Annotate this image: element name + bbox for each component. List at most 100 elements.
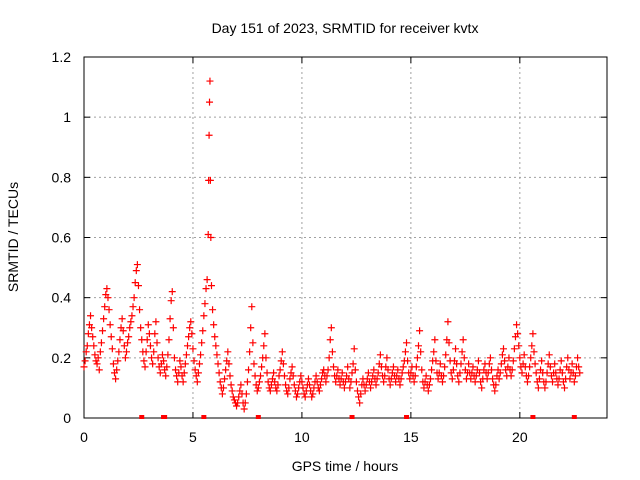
chart-title: Day 151 of 2023, SRMTID for receiver kvt… — [212, 20, 479, 36]
data-point — [318, 375, 326, 383]
y-tick-label: 0.4 — [52, 290, 72, 306]
data-point — [381, 372, 389, 380]
data-point — [207, 282, 215, 290]
data-point — [186, 324, 194, 332]
data-point — [182, 351, 190, 359]
data-point — [170, 354, 178, 362]
data-point — [106, 321, 114, 329]
data-point — [327, 324, 335, 332]
y-tick-label: 0 — [63, 410, 71, 426]
x-tick-label: 5 — [189, 429, 197, 445]
data-point — [153, 339, 161, 347]
data-point — [278, 348, 286, 356]
data-point — [515, 342, 523, 350]
data-point — [176, 357, 184, 365]
data-point — [426, 375, 434, 383]
data-point — [507, 372, 515, 380]
gap-marker — [255, 415, 261, 419]
data-point — [491, 387, 499, 395]
data-point — [198, 339, 206, 347]
data-point — [168, 288, 176, 296]
data-point — [113, 366, 121, 374]
data-point — [108, 345, 116, 353]
data-point — [455, 378, 463, 386]
data-point — [549, 378, 557, 386]
data-point — [561, 384, 569, 392]
data-point — [526, 363, 534, 371]
data-point — [330, 363, 338, 371]
data-point — [282, 381, 290, 389]
data-point — [362, 381, 370, 389]
data-point — [356, 399, 364, 407]
data-point — [361, 387, 369, 395]
data-point — [432, 357, 440, 365]
data-point — [301, 393, 309, 401]
data-point — [313, 378, 321, 386]
data-point — [185, 333, 193, 341]
data-point — [351, 366, 359, 374]
data-point — [190, 357, 198, 365]
data-point — [505, 354, 513, 362]
data-point — [242, 390, 250, 398]
data-point — [535, 375, 543, 383]
data-point — [434, 375, 442, 383]
data-point — [308, 393, 316, 401]
data-point — [424, 387, 432, 395]
data-point — [136, 306, 144, 314]
data-point — [542, 378, 550, 386]
data-point — [441, 363, 449, 371]
data-point — [334, 366, 342, 374]
data-point — [99, 327, 107, 335]
data-point — [213, 351, 221, 359]
gap-marker — [571, 415, 577, 419]
data-point — [262, 354, 270, 362]
data-point — [529, 330, 537, 338]
data-point — [415, 342, 423, 350]
data-point — [194, 369, 202, 377]
data-point — [323, 372, 331, 380]
data-point — [212, 342, 220, 350]
data-point — [476, 369, 484, 377]
data-point — [134, 282, 142, 290]
gap-marker — [139, 415, 145, 419]
data-point — [215, 369, 223, 377]
data-point — [87, 312, 95, 320]
data-point — [271, 378, 279, 386]
data-point — [130, 294, 138, 302]
data-point — [422, 372, 430, 380]
data-point — [120, 342, 128, 350]
data-point — [338, 369, 346, 377]
data-point — [357, 390, 365, 398]
data-point — [538, 357, 546, 365]
data-point — [289, 372, 297, 380]
data-point — [209, 306, 217, 314]
data-point — [401, 348, 409, 356]
data-point — [177, 363, 185, 371]
data-point — [206, 98, 214, 106]
data-point — [326, 336, 334, 344]
data-point — [389, 363, 397, 371]
data-point — [523, 378, 531, 386]
data-point — [328, 348, 336, 356]
y-tick-label: 0.6 — [52, 230, 72, 246]
data-point — [246, 348, 254, 356]
data-point — [410, 378, 418, 386]
data-point — [261, 330, 269, 338]
data-point — [467, 375, 475, 383]
data-point — [386, 381, 394, 389]
data-point — [322, 378, 330, 386]
data-point — [274, 381, 282, 389]
data-point — [298, 378, 306, 386]
data-point — [297, 372, 305, 380]
data-point — [449, 366, 457, 374]
data-point — [555, 375, 563, 383]
data-point — [167, 297, 175, 305]
data-point — [226, 372, 234, 380]
data-point — [233, 402, 241, 410]
data-point — [325, 354, 333, 362]
data-point — [200, 312, 208, 320]
data-point — [571, 372, 579, 380]
data-point — [442, 351, 450, 359]
data-point — [264, 378, 272, 386]
data-point — [558, 369, 566, 377]
